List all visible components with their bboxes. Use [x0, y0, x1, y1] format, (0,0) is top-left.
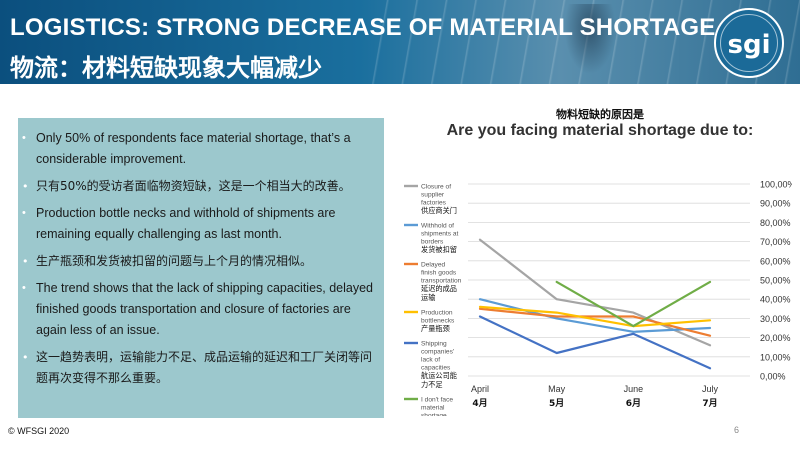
chart-title: Are you facing material shortage due to:: [446, 122, 754, 139]
y-tick-label: 0,00%: [760, 372, 786, 382]
legend-label-cn: 延迟的成品运输: [421, 284, 457, 302]
page-title-cn: 物流：材料短缺现象大幅减少: [10, 54, 322, 82]
bullet-list: Only 50% of respondents face material sh…: [22, 128, 378, 395]
y-tick-label: 60,00%: [760, 256, 791, 266]
x-tick-label: June: [624, 384, 644, 394]
y-tick-label: 100,00%: [760, 180, 792, 190]
legend-label-cn: 发货被扣留: [421, 245, 457, 254]
x-tick-label: July: [702, 384, 719, 394]
x-tick-label: May: [548, 384, 566, 394]
logo-text: sgi: [727, 30, 771, 60]
legend-label: Shipping companies' lack of capacities: [421, 341, 454, 372]
copyright: © WFSGI 2020: [8, 426, 70, 436]
y-tick-label: 10,00%: [760, 352, 791, 362]
y-tick-label: 40,00%: [760, 295, 791, 305]
y-tick-label: 80,00%: [760, 218, 791, 228]
x-tick-label-cn: 4月: [472, 398, 487, 409]
header-banner: LOGISTICS: STRONG DECREASE OF MATERIAL S…: [0, 0, 800, 84]
page-title: LOGISTICS: STRONG DECREASE OF MATERIAL S…: [10, 14, 716, 41]
legend-label: Delayed finish goods transportation: [421, 262, 462, 285]
x-tick-label-cn: 6月: [626, 398, 641, 409]
logo-ring: [720, 14, 778, 72]
y-tick-label: 90,00%: [760, 199, 791, 209]
page-number: 6: [734, 425, 740, 435]
series-line: [478, 305, 712, 328]
series-line: [478, 315, 712, 370]
series-line: [478, 307, 712, 337]
x-tick-label-cn: 7月: [702, 398, 717, 409]
bullet-item: 这一趋势表明，运输能力不足、成品运输的延迟和工厂关闭等问题再次变得不那么重要。: [22, 347, 378, 389]
bullet-item: Only 50% of respondents face material sh…: [22, 128, 378, 170]
y-tick-label: 20,00%: [760, 333, 791, 343]
legend-label: Production bottlenecks: [421, 310, 455, 325]
legend-label: Closure of supplier factories: [421, 184, 451, 207]
legend-label-cn: 航运公司能力不足: [421, 371, 457, 389]
legend-label-cn: 供应商关门: [421, 206, 457, 215]
x-tick-label-cn: 5月: [549, 398, 564, 409]
y-tick-label: 30,00%: [760, 314, 791, 324]
wfsgi-logo: sgi: [714, 8, 784, 78]
runner-silhouette: [560, 4, 620, 82]
x-tick-label: April: [471, 384, 489, 394]
bullet-item: 生产瓶颈和发货被扣留的问题与上个月的情况相似。: [22, 251, 378, 272]
y-tick-label: 50,00%: [760, 276, 791, 286]
bullet-item: Production bottle necks and withhold of …: [22, 203, 378, 245]
chart-title-cn: 物料短缺的原因是: [556, 108, 644, 121]
legend-label-cn: 产量瓶颈: [421, 324, 450, 333]
bullet-item: 只有50%的受访者面临物资短缺，这是一个相当大的改善。: [22, 176, 378, 197]
line-chart: 0,00% 10,00% 20,00% 30,00% 40,00% 50,00% 60,00…: [398, 156, 796, 437]
legend-label: Withhold of shipments at borders: [421, 223, 459, 246]
series-line: [555, 280, 712, 328]
bullet-item: The trend shows that the lack of shippin…: [22, 278, 378, 341]
legend-label: I don't face material shortage: [421, 397, 453, 417]
chart-svg: 0,00% 10,00% 20,00% 30,00% 40,00% 50,00% 60,00…: [404, 180, 796, 437]
y-tick-label: 70,00%: [760, 237, 791, 247]
